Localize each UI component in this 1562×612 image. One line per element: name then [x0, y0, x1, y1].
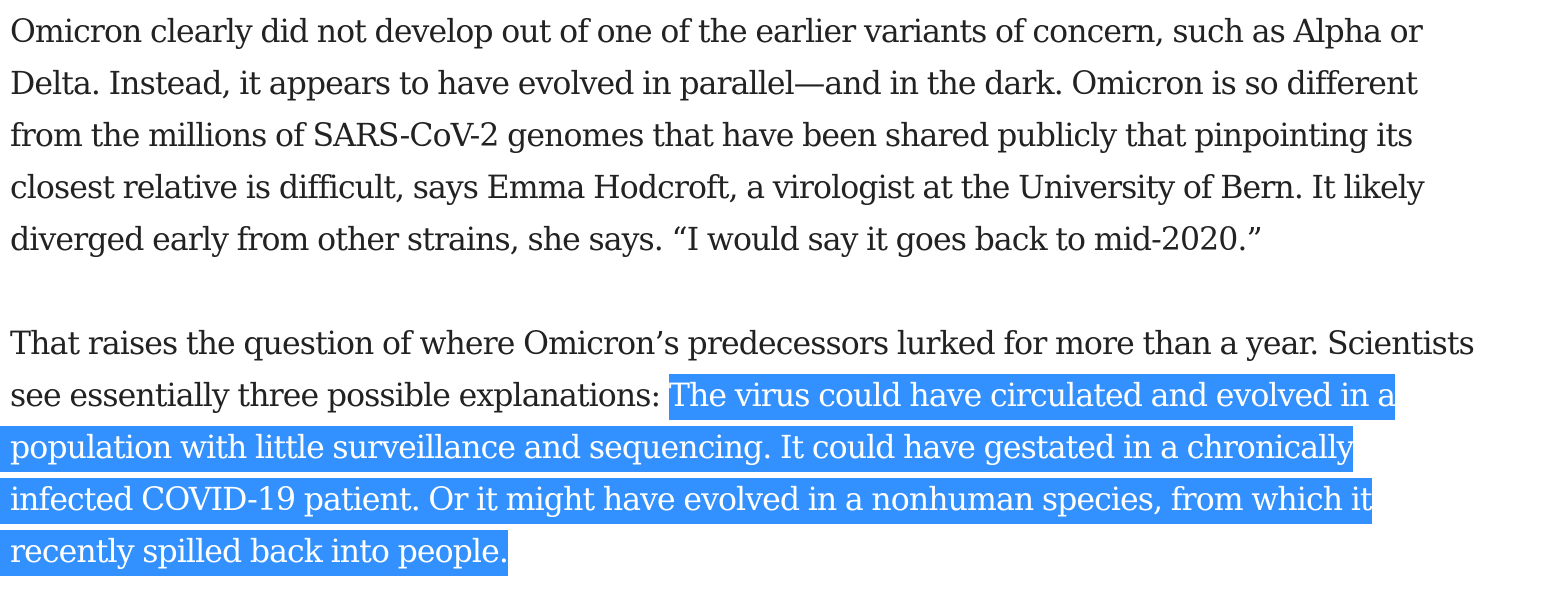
selected-text[interactable]: infected COVID-19 patient. Or it might h… [0, 478, 1373, 524]
selected-text[interactable]: population with little surveillance and … [0, 426, 1354, 472]
text-line: That raises the question of where Omicro… [10, 326, 1475, 362]
text-line: closest relative is difficult, says Emma… [10, 170, 1425, 206]
text-line: diverged early from other strains, she s… [10, 222, 1263, 258]
selected-text[interactable]: The virus could have circulated and evol… [668, 374, 1396, 420]
text-segment: see essentially three possible explanati… [10, 378, 669, 414]
text-line: Omicron clearly did not develop out of o… [10, 14, 1423, 50]
text-line: Delta. Instead, it appears to have evolv… [10, 66, 1418, 102]
text-line: from the millions of SARS-CoV-2 genomes … [10, 118, 1413, 154]
paragraph-omicron-origin: Omicron clearly did not develop out of o… [10, 6, 1555, 266]
article-body: Omicron clearly did not develop out of o… [0, 6, 1555, 578]
text-line: population with little surveillance and … [0, 422, 1555, 474]
text-line: see essentially three possible explanati… [10, 370, 1555, 422]
paragraph-predecessors: That raises the question of where Omicro… [0, 318, 1555, 578]
selected-text[interactable]: recently spilled back into people. [0, 530, 509, 576]
text-line: infected COVID-19 patient. Or it might h… [0, 474, 1555, 526]
text-line: recently spilled back into people. [0, 526, 1555, 578]
